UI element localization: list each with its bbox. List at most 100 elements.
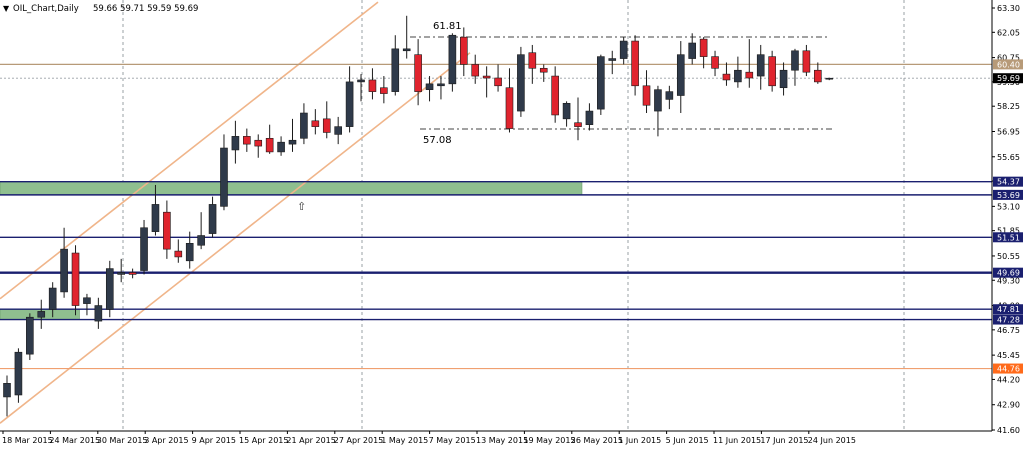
candle xyxy=(231,120,240,164)
price-badge: 49.69 xyxy=(993,267,1023,278)
candle xyxy=(345,66,354,133)
candle-body xyxy=(551,75,559,116)
time-tick-label: 26 May 2015 xyxy=(571,436,623,445)
candle-body xyxy=(597,56,605,110)
ohlc-label: 59.66 59.71 59.59 59.69 xyxy=(93,4,198,14)
candle xyxy=(825,77,834,81)
price-badge-label: 54.37 xyxy=(997,178,1020,187)
candle xyxy=(448,33,457,92)
candle xyxy=(494,64,502,92)
candle xyxy=(768,50,776,92)
candle xyxy=(642,70,651,114)
candle xyxy=(711,50,719,77)
candle xyxy=(265,124,274,154)
candle xyxy=(94,297,103,329)
price-badge-label: 44.76 xyxy=(997,365,1020,374)
candle xyxy=(528,44,537,84)
candle xyxy=(414,39,422,106)
time-tick-label: 9 Apr 2015 xyxy=(192,436,236,445)
up-arrow-icon: ⇧ xyxy=(297,200,306,213)
price-tick-label: 46.75 xyxy=(997,326,1020,335)
candle xyxy=(14,348,23,403)
candle-body xyxy=(368,79,377,92)
candle-body xyxy=(37,311,46,318)
candle-body xyxy=(608,58,617,61)
candle-body xyxy=(14,351,23,396)
candle xyxy=(517,46,525,117)
price-tick-label: 49.30 xyxy=(997,276,1020,285)
candle xyxy=(722,62,731,86)
time-tick-label: 27 Apr 2015 xyxy=(334,436,383,445)
candle xyxy=(357,74,365,102)
time-tick-label: 24 Mar 2015 xyxy=(49,436,100,445)
candle xyxy=(779,62,788,96)
candle-body xyxy=(26,316,34,355)
candle-body xyxy=(779,69,788,89)
candle xyxy=(220,134,228,211)
candle-body xyxy=(437,83,445,87)
price-axis: 63.3062.0560.7559.5058.2556.9555.6554.40… xyxy=(991,0,1024,447)
price-tick-label: 42.90 xyxy=(997,401,1020,410)
candle xyxy=(163,200,171,259)
price-tick-label: 55.65 xyxy=(997,153,1020,162)
price-badge-bg xyxy=(993,59,1023,70)
time-tick-label: 18 Mar 2015 xyxy=(2,436,53,445)
candle-body xyxy=(391,48,400,92)
candle xyxy=(48,282,57,318)
candle xyxy=(471,54,480,84)
candle xyxy=(117,258,125,283)
candle xyxy=(574,97,582,141)
candle xyxy=(288,118,297,152)
candle xyxy=(597,54,605,115)
candle-body xyxy=(288,139,297,145)
candle xyxy=(128,268,137,279)
candle xyxy=(688,33,697,65)
candle-body xyxy=(208,204,217,234)
price-badge-bg xyxy=(993,73,1023,84)
candle xyxy=(425,76,434,102)
price-badge-bg xyxy=(993,176,1023,187)
candle-body xyxy=(128,272,137,275)
candle-body xyxy=(220,147,228,207)
candle xyxy=(380,76,388,104)
candle xyxy=(585,103,594,131)
candle-body xyxy=(699,38,708,57)
annotation-low: 57.08 xyxy=(423,135,452,146)
candle-body xyxy=(585,110,594,125)
candle-body xyxy=(322,118,331,133)
price-badge-bg xyxy=(993,232,1023,243)
header-arrow-icon[interactable]: ▼ xyxy=(3,4,10,13)
price-badge: 44.76 xyxy=(993,363,1023,374)
candle-body xyxy=(357,79,365,83)
price-tick-label: 58.25 xyxy=(997,102,1020,111)
candle xyxy=(105,260,114,318)
price-badge: 47.28 xyxy=(993,314,1023,325)
time-tick-label: 17 Jun 2015 xyxy=(760,436,808,445)
candle-body xyxy=(254,139,263,147)
candle-body xyxy=(277,141,285,153)
candle-body xyxy=(231,136,240,151)
candle xyxy=(802,44,811,77)
candle-body xyxy=(140,227,148,271)
candle-body xyxy=(791,50,799,71)
annotation-high: 61.81 xyxy=(433,21,462,32)
candle-body xyxy=(48,287,57,310)
candle xyxy=(300,103,308,145)
candle xyxy=(699,37,708,69)
candles xyxy=(3,15,834,417)
candle-body xyxy=(334,126,342,135)
candle xyxy=(505,68,514,133)
candle-body xyxy=(528,52,537,69)
time-tick-label: 1 Jun 2015 xyxy=(618,436,661,445)
candle-body xyxy=(265,137,274,153)
candle-body xyxy=(448,34,457,85)
symbol-label: OIL_Chart,Daily xyxy=(13,4,79,14)
price-badge-bg xyxy=(993,363,1023,374)
candle xyxy=(437,76,445,100)
candle-body xyxy=(825,77,834,80)
candle-body xyxy=(676,54,685,96)
candle xyxy=(197,212,205,250)
candle-body xyxy=(642,85,651,106)
